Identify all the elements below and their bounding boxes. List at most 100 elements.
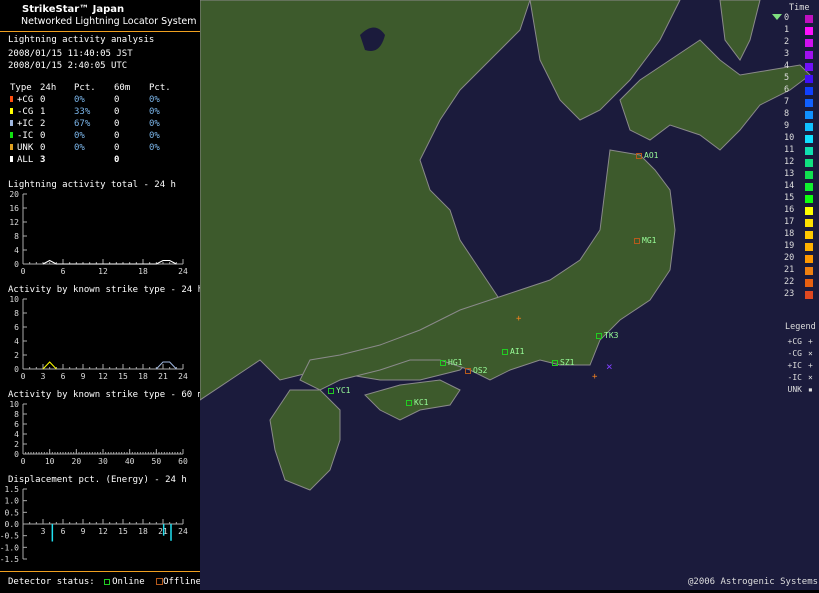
table-row: +CG 0 0% 0 0% — [8, 94, 171, 106]
col-24h: 24h — [40, 83, 57, 93]
type-label: -IC — [17, 131, 34, 141]
hour-label: 6 — [784, 85, 790, 95]
x-tick-label: 9 — [81, 372, 86, 381]
time-legend-row: 18 — [780, 229, 815, 241]
time-legend-row: 16 — [780, 205, 815, 217]
hour-label: 10 — [784, 133, 795, 143]
app-subtitle: Networked Lightning Locator System — [21, 16, 197, 27]
charts: Lightning activity total - 24 h048121620… — [0, 180, 200, 564]
y-tick-label: 0 — [14, 260, 19, 269]
x-tick-label: 50 — [152, 457, 162, 466]
y-tick-label: 10 — [9, 400, 19, 409]
hour-color-swatch — [805, 267, 813, 275]
type-label: +IC — [17, 119, 34, 129]
time-legend-row: 15 — [780, 193, 815, 205]
series-line — [42, 361, 57, 370]
strike-legend-item: -CG × — [782, 349, 813, 358]
hour-label: 21 — [784, 265, 795, 275]
chart-0: Lightning activity total - 24 h 0 4 8 12 16 20… — [8, 180, 188, 276]
count-60m: 0 — [114, 143, 120, 153]
table-row: UNK 0 0% 0 0% — [8, 142, 171, 154]
chart-1: Activity by known strike type - 24 h0246… — [8, 285, 200, 381]
app-title: StrikeStar™ Japan — [22, 4, 125, 15]
station-mg1[interactable]: MG1 — [634, 236, 656, 245]
count-60m: 0 — [114, 95, 120, 105]
x-tick-label: 60 — [178, 457, 188, 466]
hokkaido — [619, 39, 811, 151]
x-tick-label: 20 — [72, 457, 82, 466]
hour-label: 1 — [784, 25, 790, 35]
station-yc1[interactable]: YC1 — [328, 386, 350, 395]
col-type: Type — [10, 83, 32, 93]
station-label: SZ1 — [560, 358, 575, 367]
time-legend-row: 14 — [780, 181, 815, 193]
station-online-icon — [502, 348, 508, 355]
time-legend-title: Time — [789, 3, 810, 13]
type-label: UNK — [17, 143, 34, 153]
hour-color-swatch — [805, 171, 813, 179]
x-tick-label: 24 — [178, 267, 188, 276]
table-header: Type 24h Pct. 60m Pct. — [8, 82, 171, 94]
x-tick-label: 12 — [98, 527, 108, 536]
strike-symbol-icon: + — [808, 361, 813, 370]
strike-marker-plus-ic[interactable]: + — [592, 372, 598, 382]
time-legend-row: 20 — [780, 253, 815, 265]
hour-color-swatch — [805, 39, 813, 47]
pct-24h: 0% — [74, 95, 85, 105]
lightning-map[interactable]: AO1 MG1 TK3 AI1 SZ1 HG1 OS2 YC1 KC1 × + + @2006 … — [199, 0, 819, 590]
y-tick-label: 8 — [14, 232, 19, 241]
station-sz1[interactable]: SZ1 — [552, 358, 574, 367]
hour-label: 11 — [784, 145, 795, 155]
count-24h: 0 — [40, 95, 46, 105]
x-tick-label: 21 — [158, 372, 168, 381]
count-24h: 0 — [40, 131, 46, 141]
hour-label: 20 — [784, 253, 795, 263]
type-cell: ALL — [8, 154, 40, 166]
station-label: TK3 — [604, 331, 619, 340]
station-os2[interactable]: OS2 — [465, 366, 487, 375]
y-tick-label: 4 — [14, 337, 19, 346]
station-ao1[interactable]: AO1 — [636, 151, 658, 160]
y-tick-label: 1.0 — [5, 497, 20, 506]
strike-type-label: -CG — [787, 349, 802, 358]
hour-color-swatch — [805, 75, 813, 83]
x-tick-label: 3 — [41, 527, 46, 536]
station-hg1[interactable]: HG1 — [440, 358, 462, 367]
station-offline-icon — [465, 367, 471, 374]
y-tick-label: 20 — [9, 190, 19, 199]
station-label: KC1 — [414, 398, 429, 407]
strike-marker-minus-cg[interactable]: × — [606, 360, 613, 373]
pct-24h: 0% — [74, 143, 85, 153]
time-legend-row: 21 — [780, 265, 815, 277]
strike-marker-plus-ic[interactable]: + — [516, 314, 522, 324]
series-line — [42, 259, 177, 265]
pct-24h: 0% — [74, 131, 85, 141]
station-offline-icon — [636, 152, 642, 159]
station-ai1[interactable]: AI1 — [502, 347, 524, 356]
x-tick-label: 18 — [138, 527, 148, 536]
hour-color-swatch — [805, 291, 813, 299]
hour-label: 4 — [784, 61, 790, 71]
current-time-triangle-icon — [772, 14, 782, 20]
y-tick-label: 0.5 — [5, 508, 20, 517]
x-tick-label: 18 — [138, 267, 148, 276]
x-tick-label: 24 — [178, 372, 188, 381]
time-legend-row: 2 — [780, 37, 815, 49]
x-tick-label: 0 — [21, 267, 26, 276]
map-terrain — [199, 0, 811, 491]
pct-24h: 67% — [74, 119, 91, 129]
station-kc1[interactable]: KC1 — [406, 398, 428, 407]
strike-type-label: -IC — [787, 373, 802, 382]
y-tick-label: 0 — [14, 450, 19, 459]
count-24h: 1 — [40, 107, 46, 117]
hour-color-swatch — [805, 243, 813, 251]
station-tk3[interactable]: TK3 — [596, 331, 618, 340]
type-color-swatch — [10, 96, 13, 102]
pct-60m: 0% — [149, 95, 160, 105]
hour-color-swatch — [805, 195, 813, 203]
x-tick-label: 0 — [21, 457, 26, 466]
hour-color-swatch — [805, 99, 813, 107]
hour-label: 8 — [784, 109, 790, 119]
time-utc: 2008/01/15 2:40:05 UTC — [8, 61, 128, 71]
pct-60m: 0% — [149, 143, 160, 153]
